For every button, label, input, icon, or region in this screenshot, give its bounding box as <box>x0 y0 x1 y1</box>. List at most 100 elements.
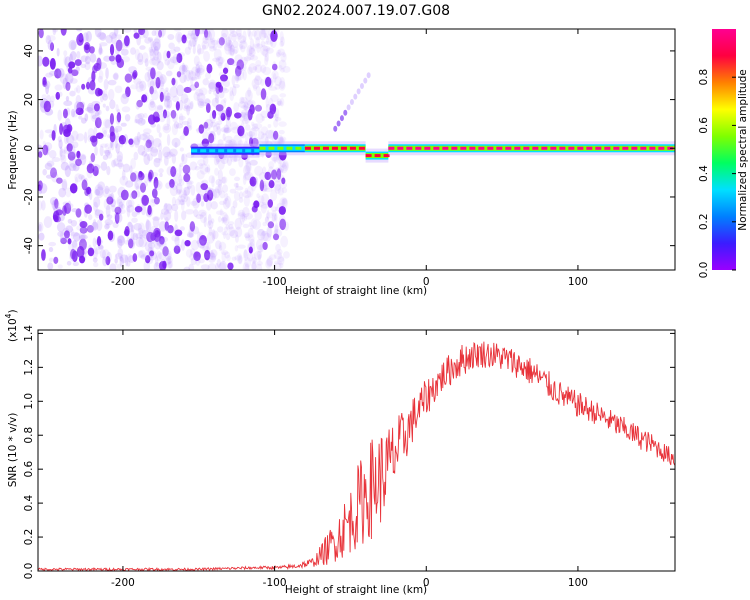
noise-blob <box>103 55 112 62</box>
noise-blob <box>120 189 129 201</box>
noise-blob <box>212 124 218 133</box>
noise-blob <box>67 238 72 245</box>
noise-blob <box>239 96 245 105</box>
noise-blob <box>158 29 163 38</box>
noise-blob <box>218 262 226 270</box>
noise-blob <box>186 231 194 238</box>
noise-blob <box>149 49 156 61</box>
noise-blob <box>253 200 260 209</box>
noise-blob <box>112 73 119 80</box>
noise-blob <box>250 262 257 270</box>
noise-blob <box>184 104 189 110</box>
noise-blob <box>253 75 263 86</box>
noise-blob <box>206 231 215 244</box>
noise-blob <box>134 205 143 213</box>
noise-blob <box>188 70 194 75</box>
noise-blob <box>260 230 269 242</box>
noise-blob <box>172 53 180 65</box>
noise-blob <box>181 39 189 44</box>
noise-blob <box>189 161 198 171</box>
noise-blob <box>208 187 213 198</box>
noise-blob <box>268 254 277 260</box>
noise-blob <box>76 225 82 231</box>
noise-blob <box>128 66 137 74</box>
noise-blob <box>169 49 177 54</box>
noise-blob <box>210 39 219 46</box>
noise-blob <box>50 167 58 179</box>
noise-blob <box>181 120 190 126</box>
noise-blob <box>119 256 124 267</box>
noise-blob <box>262 241 268 251</box>
noise-blob <box>251 78 260 89</box>
snr-panel: -200 -100 0 100 0.0 0.2 0.4 0.6 0.8 1.0 1.2 1.4 He… <box>4 309 676 596</box>
noise-blob <box>243 249 249 262</box>
noise-blob <box>114 125 123 132</box>
noise-blob <box>273 134 277 140</box>
noise-blob <box>238 255 243 265</box>
noise-blob <box>224 192 229 202</box>
noise-blob <box>124 254 129 267</box>
noise-blob <box>252 43 256 52</box>
noise-blob <box>135 102 140 110</box>
noise-blob <box>121 56 131 63</box>
noise-blob <box>260 40 266 48</box>
noise-blob <box>124 73 133 83</box>
noise-blob <box>273 180 282 191</box>
noise-blob <box>102 154 109 160</box>
noise-blob <box>252 176 258 182</box>
noise-blob <box>152 138 162 148</box>
noise-blob <box>243 102 250 109</box>
noise-blob <box>95 245 104 251</box>
noise-blob <box>210 250 214 259</box>
noise-blob <box>260 204 270 209</box>
noise-blob <box>274 212 278 223</box>
signal-spur <box>359 82 364 89</box>
noise-blob <box>47 35 56 42</box>
noise-blob <box>139 234 143 240</box>
noise-blob <box>76 101 85 112</box>
noise-blob <box>137 33 146 39</box>
noise-blob <box>180 239 186 251</box>
noise-blob <box>249 106 255 114</box>
noise-blob <box>192 44 196 55</box>
noise-blob <box>153 158 163 164</box>
noise-blob <box>262 232 272 242</box>
noise-blob <box>208 29 216 40</box>
noise-blob <box>90 110 98 122</box>
noise-blob <box>222 197 230 210</box>
noise-blob <box>220 250 229 255</box>
noise-blob <box>245 131 249 144</box>
noise-blob <box>277 100 283 107</box>
noise-blob <box>171 77 176 86</box>
noise-blob <box>99 70 104 80</box>
noise-blob <box>262 48 269 58</box>
y-tick-label: 0.0 <box>23 563 35 580</box>
noise-blob <box>68 61 76 69</box>
noise-blob <box>279 162 287 168</box>
noise-blob <box>160 212 164 220</box>
noise-blob <box>231 126 240 134</box>
noise-blob <box>48 247 54 253</box>
noise-blob <box>207 38 216 49</box>
noise-blob <box>178 174 183 185</box>
noise-blob <box>71 69 79 77</box>
noise-blob <box>255 59 262 67</box>
noise-blob <box>234 112 242 119</box>
noise-blob <box>178 164 182 176</box>
noise-blob <box>94 111 100 117</box>
noise-blob <box>97 116 102 128</box>
signal-spur <box>343 109 348 116</box>
noise-blob <box>69 183 78 194</box>
noise-blob <box>206 189 214 201</box>
noise-blob <box>234 244 239 252</box>
noise-blob <box>188 102 193 109</box>
noise-blob <box>214 167 219 176</box>
noise-blob <box>161 112 169 118</box>
noise-blob <box>103 149 110 154</box>
noise-blob <box>69 90 76 97</box>
noise-blob <box>57 136 62 143</box>
noise-blob <box>248 246 253 254</box>
noise-blob <box>238 40 248 50</box>
noise-blob <box>255 85 261 96</box>
noise-blob <box>218 37 225 46</box>
